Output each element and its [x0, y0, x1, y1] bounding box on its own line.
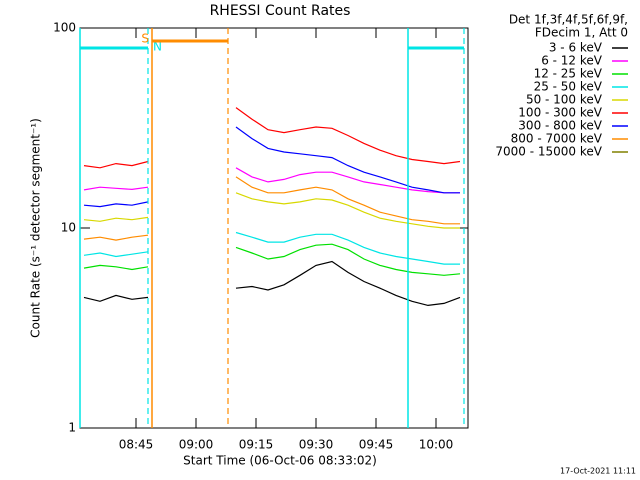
footer: 17-Oct-2021 11:11 [560, 467, 636, 476]
legend-label: 300 - 800 keV [518, 119, 602, 133]
y-tick-label: 10 [61, 221, 76, 235]
legend-header: FDecim 1, Att 0 [535, 26, 628, 40]
series-line [83, 243, 461, 276]
legend-label: 6 - 12 keV [541, 54, 603, 68]
legend-label: 7000 - 15000 keV [495, 145, 602, 159]
legend-label: 800 - 7000 keV [511, 132, 603, 146]
legend-label: 12 - 25 keV [534, 67, 603, 81]
legend-label: 50 - 100 keV [526, 93, 603, 107]
interval-label: N [153, 40, 162, 54]
legend-header: Det 1f,3f,4f,5f,6f,9f, [509, 13, 628, 27]
y-tick-label: 1 [68, 421, 76, 435]
legend-label: 3 - 6 keV [549, 41, 603, 55]
x-tick-label: 09:45 [359, 438, 394, 452]
y-tick-label: 100 [53, 21, 76, 35]
y-axis-label: Count Rate (s⁻¹ detector segment⁻¹) [29, 118, 43, 338]
legend-label: 100 - 300 keV [518, 106, 602, 120]
series-line [83, 192, 460, 229]
x-tick-label: 10:00 [419, 438, 454, 452]
series-line [83, 231, 460, 265]
chart-title: RHESSI Count Rates [210, 3, 351, 19]
series-line [83, 260, 461, 307]
x-tick-label: 09:00 [179, 438, 214, 452]
x-tick-label: 09:30 [299, 438, 334, 452]
series-line [83, 176, 460, 241]
plot-frame [79, 27, 469, 429]
x-tick-label: 09:15 [239, 438, 274, 452]
series-line [83, 167, 460, 194]
series-line [83, 107, 461, 169]
x-tick-label: 08:45 [119, 438, 154, 452]
series-line [83, 126, 460, 208]
x-axis-label: Start Time (06-Oct-06 08:33:02) [183, 454, 377, 468]
interval-label: S [141, 32, 149, 46]
legend-label: 25 - 50 keV [534, 80, 603, 94]
